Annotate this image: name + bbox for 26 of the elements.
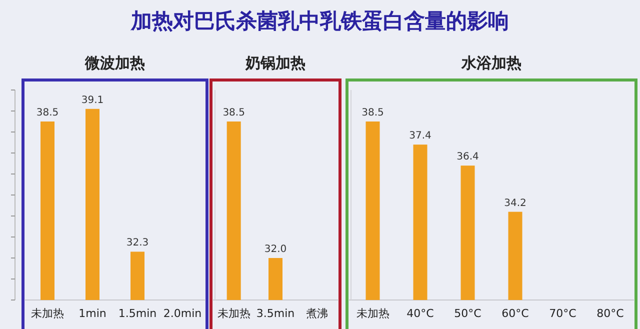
x-tick-label: 40°C [406, 307, 434, 320]
chart-title: 奶锅加热 [244, 54, 306, 72]
x-tick-label: 70°C [549, 307, 577, 320]
x-tick-label: 1.5min [118, 307, 157, 320]
x-tick-label: 煮沸 [306, 307, 328, 320]
data-label: 38.5 [222, 108, 245, 118]
x-tick-label: 60°C [502, 307, 530, 320]
data-label: 37.4 [409, 130, 432, 142]
x-tick-label: 1min [78, 307, 106, 320]
chart-title: 水浴加热 [460, 54, 522, 72]
x-tick-label: 未加热 [217, 307, 250, 320]
data-label: 36.4 [456, 152, 479, 163]
data-label: 39.1 [81, 94, 104, 106]
x-tick-label: 50°C [454, 307, 482, 320]
chart-title: 微波加热 [84, 54, 145, 72]
x-tick-label: 未加热 [31, 307, 64, 320]
x-tick-label: 3.5min [256, 307, 295, 320]
data-label: 32.3 [126, 238, 149, 249]
text: 加热对巴氏杀菌乳中乳铁蛋白含量的影响 [130, 9, 509, 33]
data-label: 32.0 [264, 244, 287, 255]
x-tick-label: 未加热 [356, 307, 390, 320]
data-label: 34.2 [504, 198, 526, 209]
x-tick-label: 2.0min [163, 307, 202, 320]
data-label: 38.5 [362, 108, 384, 118]
x-tick-label: 80°C [596, 307, 624, 320]
data-label: 38.5 [36, 108, 59, 118]
